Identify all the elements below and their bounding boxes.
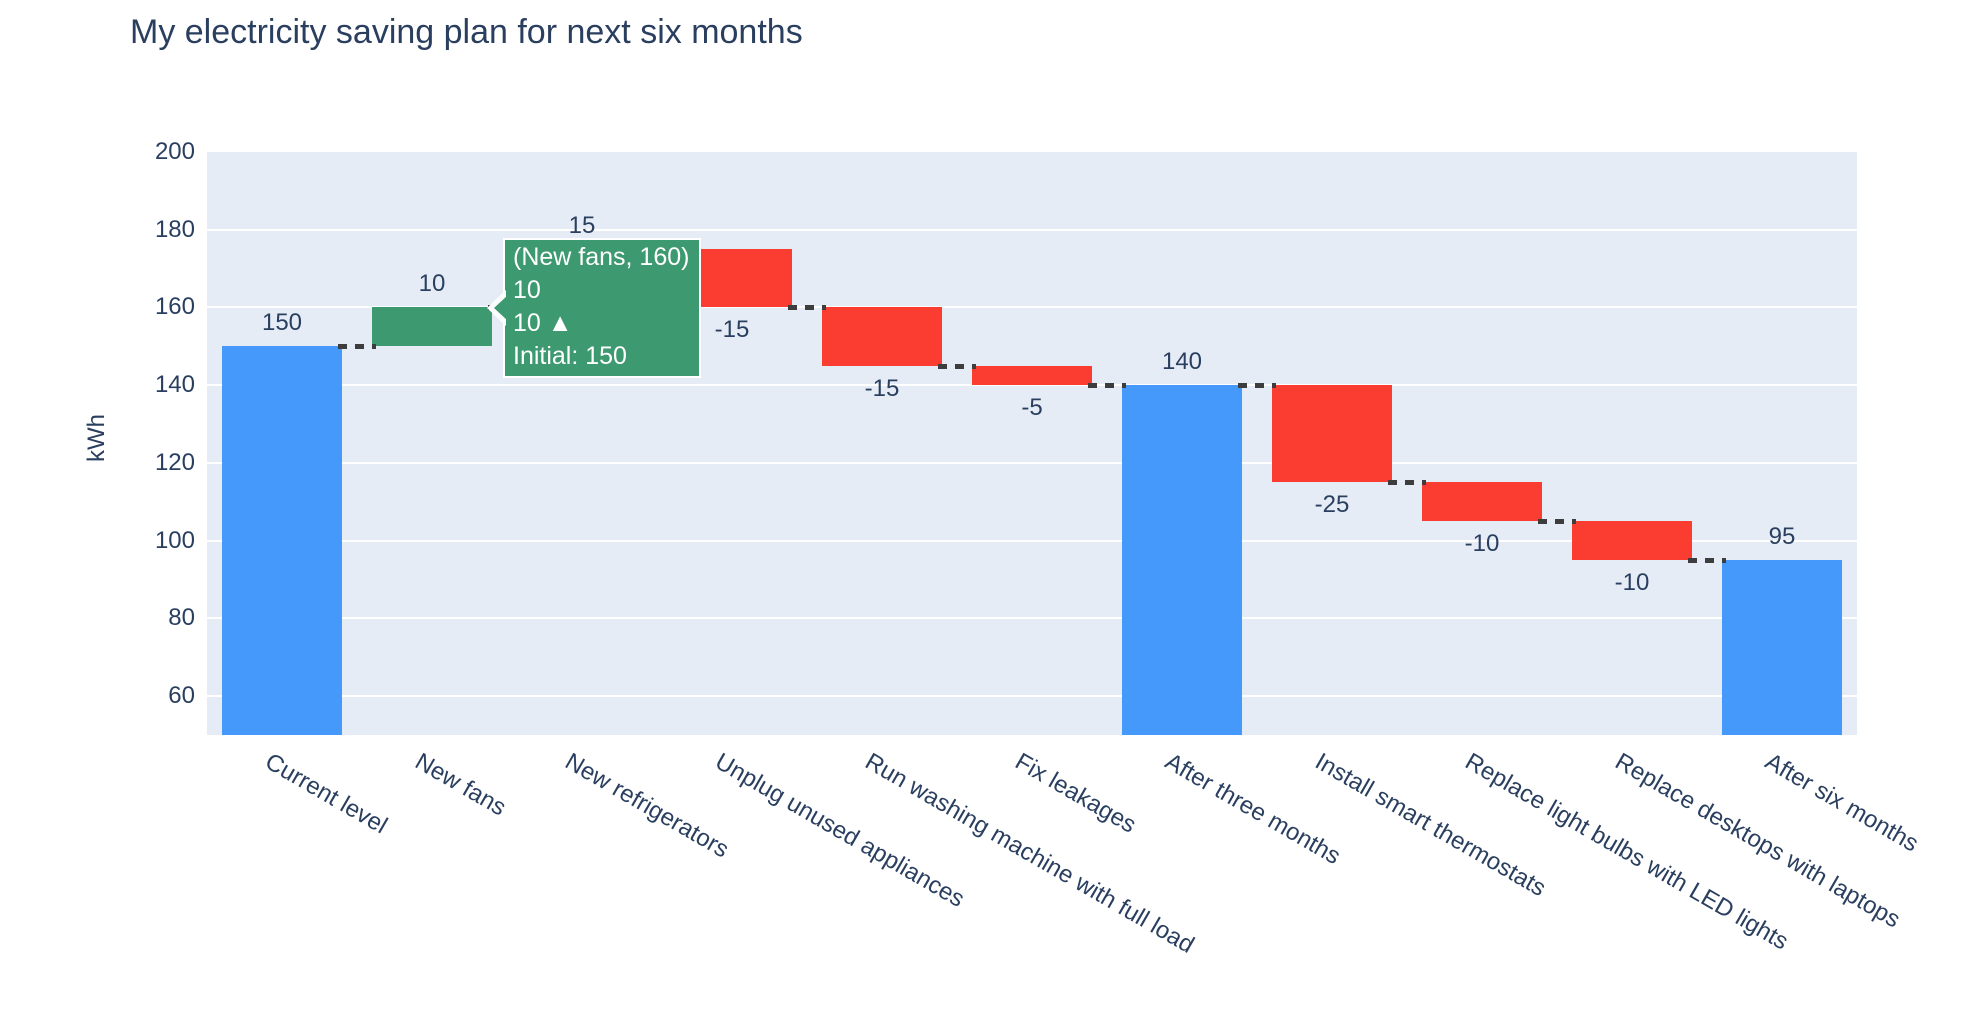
chart-title: My electricity saving plan for next six … — [130, 13, 803, 51]
bar-value-label: 140 — [1161, 348, 1203, 376]
gridline — [207, 695, 1857, 698]
waterfall-bar-run-washing-machine-with-full-load[interactable] — [822, 307, 942, 366]
gridline — [207, 306, 1857, 309]
bar-value-label: -5 — [1021, 394, 1043, 422]
connector-line — [788, 305, 826, 311]
bar-value-label: -15 — [714, 316, 750, 344]
bar-value-label: -10 — [1464, 530, 1500, 558]
tooltip-line-initial: Initial: 150 — [513, 342, 627, 370]
y-tick-label: 160 — [154, 293, 195, 321]
waterfall-bar-install-smart-thermostats[interactable] — [1272, 385, 1392, 483]
bar-value-label: 150 — [261, 309, 303, 337]
waterfall-bar-after-three-months[interactable] — [1122, 385, 1242, 735]
y-tick-label: 120 — [154, 448, 195, 476]
connector-line — [938, 363, 976, 369]
tooltip-line-delta: 10 — [513, 276, 541, 304]
tooltip-pointer-icon — [487, 290, 508, 326]
waterfall-bar-after-six-months[interactable] — [1722, 560, 1842, 735]
gridline — [207, 617, 1857, 620]
connector-line — [1238, 383, 1276, 389]
gridline — [207, 539, 1857, 542]
gridline — [207, 384, 1857, 387]
plot-area — [207, 152, 1857, 735]
bar-value-label: 10 — [418, 270, 446, 298]
gridline — [207, 228, 1857, 231]
waterfall-bar-fix-leakages[interactable] — [972, 365, 1092, 386]
x-tick-label-fix-leakages: Fix leakages — [1010, 748, 1141, 839]
connector-line — [1688, 558, 1726, 564]
hover-tooltip: (New fans, 160) 10 10 ▲ Initial: 150 — [503, 238, 701, 378]
y-tick-label: 200 — [154, 138, 195, 165]
waterfall-bar-replace-light-bulbs-with-led-lights[interactable] — [1422, 482, 1542, 522]
connector-line — [1088, 383, 1126, 389]
gridline — [207, 461, 1857, 464]
waterfall-bar-new-fans[interactable] — [372, 307, 492, 347]
y-tick-label: 60 — [168, 682, 195, 710]
y-tick-label: 140 — [154, 371, 195, 399]
y-tick-label: 100 — [154, 526, 195, 554]
y-tick-label: 80 — [168, 604, 195, 632]
y-tick-label: 180 — [154, 215, 195, 243]
bar-value-label: -15 — [864, 374, 900, 402]
waterfall-bar-current-level[interactable] — [222, 346, 342, 735]
x-tick-label-current-level: Current level — [260, 748, 392, 840]
bar-value-label: -10 — [1614, 569, 1650, 597]
connector-line — [338, 344, 376, 350]
x-tick-label-unplug-unused-appliances: Unplug unused appliances — [710, 748, 969, 913]
tooltip-line-direction: 10 ▲ — [513, 309, 573, 337]
bar-value-label: 95 — [1768, 523, 1796, 551]
x-tick-label-replace-desktops-with-laptops: Replace desktops with laptops — [1610, 748, 1905, 934]
x-tick-label-new-refrigerators: New refrigerators — [560, 748, 734, 864]
connector-line — [1388, 480, 1426, 486]
tooltip-line-coords: (New fans, 160) — [513, 243, 690, 271]
waterfall-bar-replace-desktops-with-laptops[interactable] — [1572, 521, 1692, 561]
connector-line — [1538, 519, 1576, 525]
bar-value-label: 15 — [568, 212, 596, 240]
x-tick-label-new-fans: New fans — [410, 748, 511, 822]
bar-value-label: -25 — [1314, 491, 1350, 519]
